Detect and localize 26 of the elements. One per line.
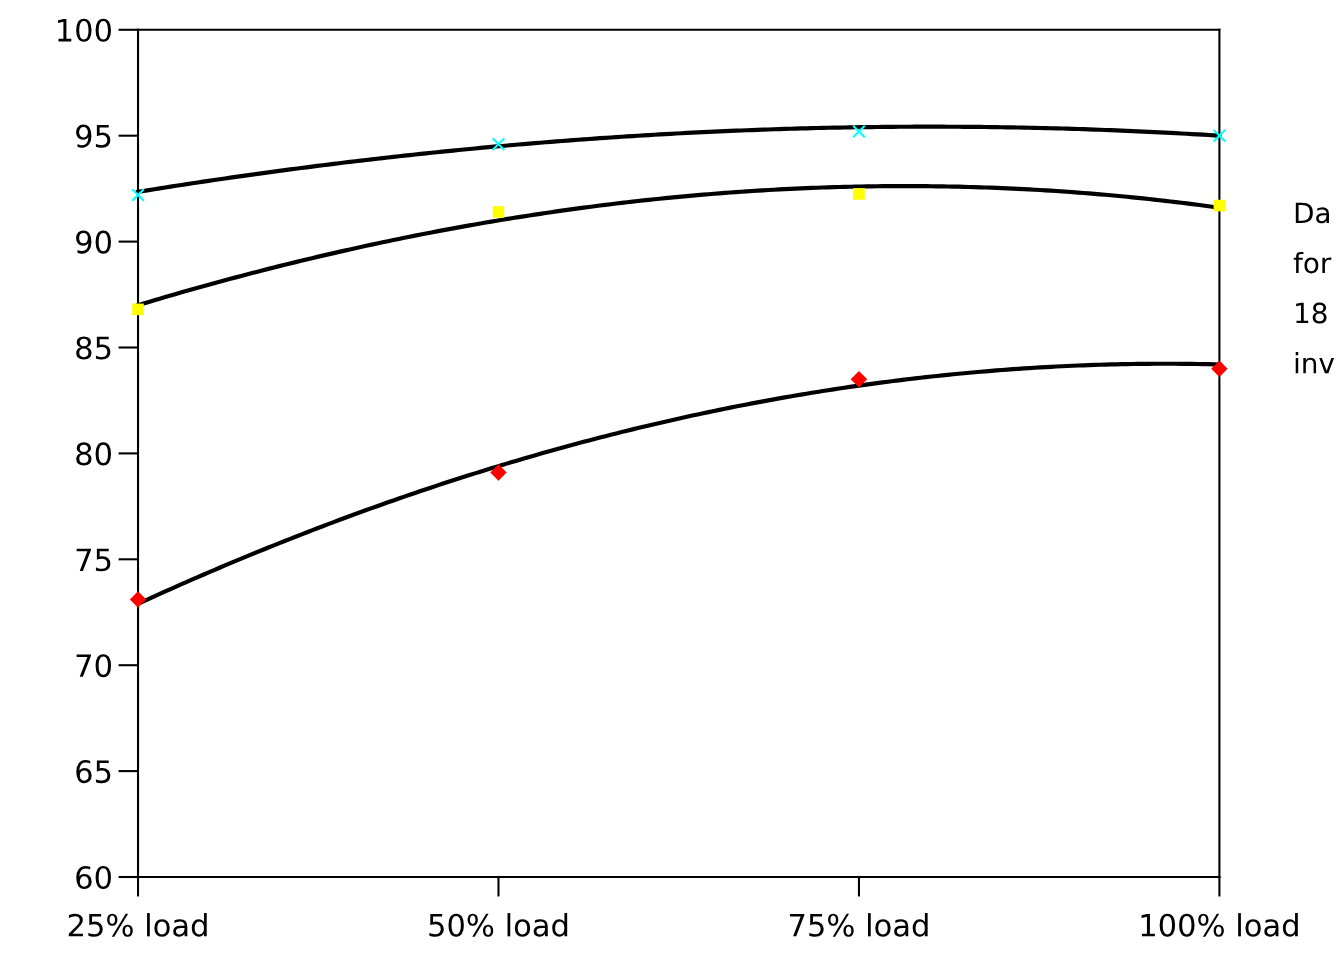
point: [852, 124, 866, 139]
x-tick-label: 100% load: [1141, 913, 1298, 937]
point: [1211, 360, 1228, 377]
y-tick-label: 70: [76, 654, 111, 678]
point: [492, 206, 505, 218]
point: [1213, 199, 1226, 212]
point: [131, 188, 145, 202]
x-tick-label: 50% load: [429, 913, 568, 937]
point: [490, 464, 507, 481]
point: [491, 137, 506, 152]
x-tick-label: 25% load: [68, 913, 207, 937]
y-tick-label: 80: [76, 442, 111, 466]
y-tick-label: 85: [76, 336, 111, 360]
y-tick-label: 65: [76, 760, 111, 784]
point: [129, 591, 147, 608]
point: [850, 371, 868, 388]
y-tick-label: 75: [76, 548, 111, 572]
text: Da for 18 inv: [1293, 202, 1335, 374]
y-tick-label: 90: [76, 230, 111, 254]
y-tick-label: 100: [58, 18, 111, 42]
point: [132, 303, 144, 316]
point: [853, 188, 865, 200]
y-tick-label: 60: [76, 865, 111, 890]
y-tick-label: 95: [76, 124, 111, 148]
x-tick-label: 75% load: [789, 913, 928, 937]
point: [1212, 128, 1227, 143]
